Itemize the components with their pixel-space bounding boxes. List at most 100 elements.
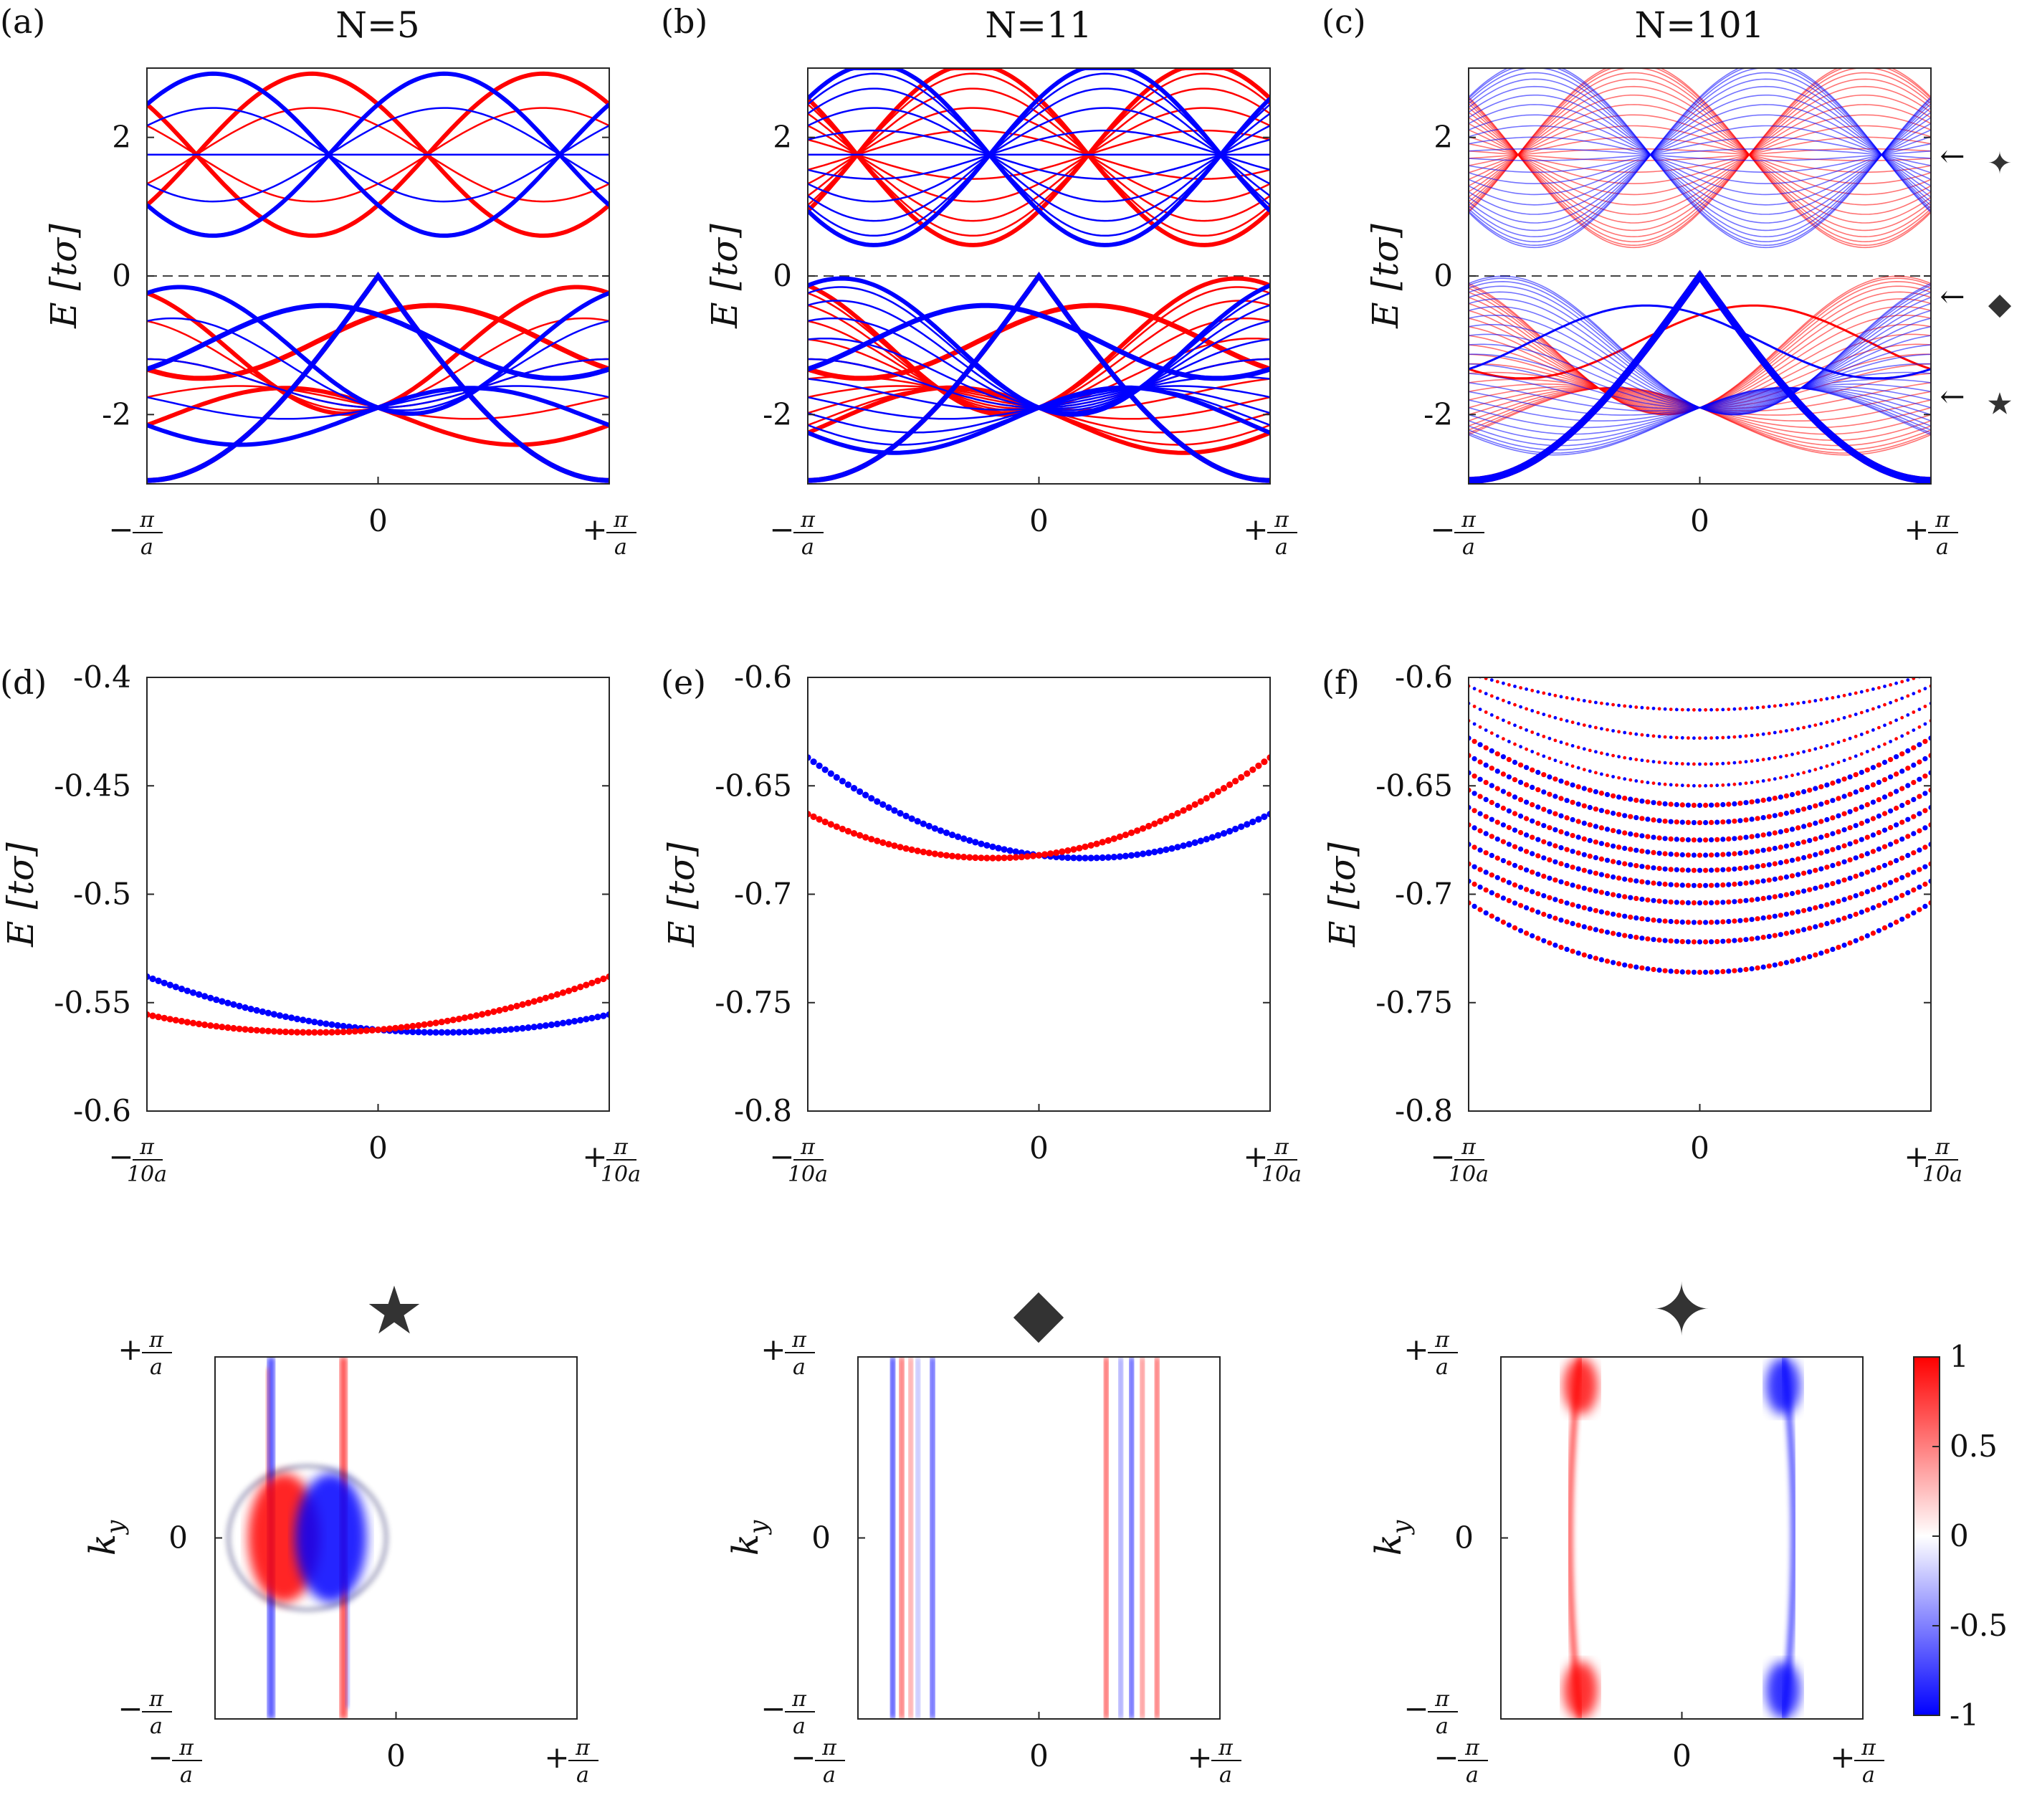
- band-line-upper: [1469, 148, 1931, 161]
- data-point: [1611, 892, 1616, 897]
- tick-denominator: a: [1936, 535, 1949, 560]
- data-point-red: [305, 1029, 313, 1036]
- data-point: [1656, 850, 1662, 856]
- data-point: [1824, 902, 1830, 907]
- data-point-red: [264, 1027, 272, 1034]
- data-point-blue: [473, 1028, 480, 1035]
- data-point: [1760, 863, 1766, 869]
- y-tick-label: 0: [1434, 258, 1453, 293]
- data-point-blue: [1070, 854, 1077, 862]
- data-point-red: [1087, 842, 1094, 849]
- data-point-blue: [1059, 854, 1066, 861]
- data-point: [1494, 916, 1500, 922]
- data-point: [1489, 799, 1494, 806]
- data-point: [1524, 782, 1530, 788]
- data-point-blue: [1134, 851, 1141, 858]
- data-point-red: [455, 1015, 463, 1023]
- data-point-red: [351, 1028, 358, 1035]
- tick-numerator: π: [178, 1735, 194, 1761]
- data-point: [1606, 702, 1609, 706]
- data-point: [1841, 811, 1847, 816]
- data-point: [1519, 686, 1523, 690]
- data-point: [1656, 918, 1662, 923]
- data-point-blue: [1203, 836, 1210, 843]
- data-point: [1859, 787, 1864, 793]
- tick-numerator: π: [1434, 1328, 1450, 1353]
- data-point: [1819, 745, 1823, 750]
- data-point-blue: [827, 770, 834, 777]
- data-point: [1494, 751, 1500, 757]
- data-point: [1755, 780, 1760, 783]
- data-point-red: [989, 854, 996, 862]
- data-point: [1818, 884, 1824, 890]
- data-point: [1494, 875, 1500, 880]
- data-point: [1494, 855, 1500, 861]
- data-point: [1581, 867, 1587, 873]
- data-point: [1581, 820, 1587, 826]
- data-point-red: [404, 1023, 411, 1031]
- tick-denominator: a: [1466, 1763, 1479, 1788]
- data-point: [1512, 925, 1518, 930]
- y-tick-label: 2: [773, 120, 792, 155]
- data-point: [1825, 697, 1829, 701]
- heat-stripe: [890, 1357, 895, 1719]
- data-point: [1749, 816, 1755, 822]
- data-point: [1570, 902, 1575, 907]
- data-point: [1611, 828, 1616, 834]
- data-point: [1772, 894, 1778, 900]
- data-point-blue: [147, 973, 151, 981]
- data-point-blue: [149, 975, 156, 983]
- data-point: [1535, 821, 1541, 826]
- data-point: [1495, 734, 1499, 738]
- x-tick-label-left: − πa: [108, 508, 163, 560]
- data-point-blue: [1186, 841, 1193, 848]
- data-point: [1616, 961, 1622, 967]
- data-point: [1709, 882, 1714, 888]
- data-point: [1581, 786, 1587, 791]
- data-point-blue: [264, 1009, 272, 1016]
- data-point: [1836, 761, 1841, 764]
- data-point: [1900, 680, 1904, 684]
- heat-blob: [1765, 1357, 1800, 1415]
- data-point: [1871, 707, 1875, 711]
- data-point: [1755, 848, 1760, 854]
- data-point: [1881, 882, 1888, 888]
- data-point: [1691, 802, 1697, 808]
- data-point-red: [230, 1024, 237, 1032]
- data-point: [1674, 783, 1679, 787]
- data-point: [1519, 705, 1523, 709]
- data-point: [1795, 928, 1801, 934]
- data-point: [1622, 894, 1628, 900]
- data-point-blue: [421, 1029, 428, 1036]
- data-point: [1570, 816, 1575, 823]
- data-point: [1870, 930, 1876, 936]
- data-point: [1633, 847, 1639, 853]
- heat-stripe: [915, 1357, 920, 1719]
- data-point: [1881, 844, 1888, 849]
- data-point: [1864, 851, 1870, 857]
- data-point: [1795, 856, 1801, 862]
- data-point: [1881, 794, 1888, 800]
- data-point: [1617, 730, 1621, 734]
- data-point: [1518, 829, 1524, 836]
- data-point: [1906, 713, 1910, 717]
- data-point-red: [874, 837, 881, 844]
- data-point-red: [224, 1024, 232, 1032]
- data-point: [1512, 882, 1518, 888]
- data-point-blue: [995, 844, 1002, 852]
- data-point: [1512, 811, 1518, 816]
- data-point: [1477, 907, 1483, 913]
- data-point: [1870, 816, 1876, 821]
- data-point: [1801, 956, 1807, 961]
- data-point: [1674, 735, 1679, 740]
- band-line-upper: [1469, 136, 1931, 173]
- data-point: [1633, 878, 1639, 884]
- data-point: [1894, 919, 1899, 925]
- data-point: [1552, 827, 1558, 833]
- colorbar-ticks: 10.50-0.5-1: [1932, 1339, 2008, 1733]
- x-tick-label-left: − πa: [1430, 508, 1484, 560]
- band-line-upper: [1469, 104, 1931, 206]
- data-point-blue: [415, 1029, 422, 1036]
- data-point: [1906, 731, 1910, 735]
